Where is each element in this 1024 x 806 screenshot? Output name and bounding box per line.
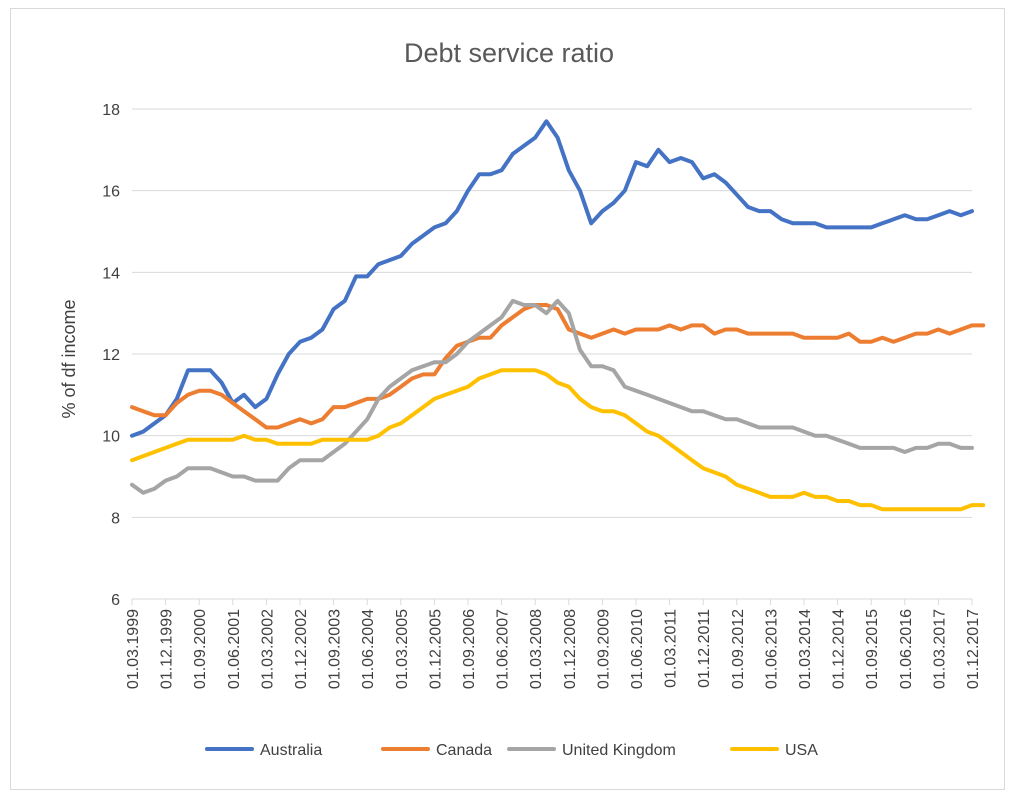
chart-title: Debt service ratio: [404, 38, 614, 68]
y-tick-label: 8: [111, 510, 120, 527]
x-tick-label: 01.06.2010: [629, 609, 646, 689]
series-lines: [130, 119, 986, 512]
y-tick-label: 6: [111, 592, 120, 609]
legend-label: Canada: [436, 742, 492, 759]
x-tick-label: 01.12.2017: [965, 609, 982, 689]
x-tick-label: 01.06.2007: [495, 609, 512, 689]
x-tick-label: 01.12.2011: [696, 609, 713, 688]
x-tick-label: 01.12.2002: [293, 609, 310, 689]
x-tick-label: 01.03.2014: [797, 609, 814, 689]
chart-svg: Debt service ratio 18 16 14 12 10 8 6 01.03.19…: [59, 38, 986, 759]
x-tick-label: 01.03.2002: [259, 609, 276, 689]
series-line-united-kingdom: [130, 298, 974, 495]
x-tick-label: 01.06.2001: [226, 609, 243, 689]
legend-label: Australia: [260, 742, 322, 759]
legend: Australia Canada United Kingdom USA: [205, 742, 818, 759]
gridlines: [132, 108, 972, 518]
x-tick-label: 01.12.1999: [159, 609, 176, 689]
x-tick-label: 01.09.2000: [192, 609, 209, 689]
x-tick-label: 01.03.1999: [125, 609, 142, 689]
x-tick-label: 01.03.2005: [394, 609, 411, 689]
series-line-canada: [130, 303, 986, 430]
y-tick-label: 18: [102, 102, 120, 119]
series-line-usa: [130, 368, 986, 512]
x-tick-label: 01.03.2008: [528, 609, 545, 689]
x-tick-label: 01.12.2008: [562, 609, 579, 689]
chart-frame: Debt service ratio 18 16 14 12 10 8 6 01.03.19…: [10, 8, 1005, 790]
x-tick-label: 01.09.2006: [461, 609, 478, 689]
x-tick-label: 01.12.2014: [831, 609, 848, 689]
x-tick-label: 01.06.2004: [360, 609, 377, 689]
x-tick-label: 01.09.2012: [730, 609, 747, 689]
x-tick-label: 01.09.2003: [327, 609, 344, 689]
series-line-australia: [130, 119, 974, 438]
x-tick-label: 01.06.2016: [898, 609, 915, 689]
y-tick-label: 12: [102, 347, 120, 364]
x-tick-label: 01.06.2013: [763, 609, 780, 689]
x-tick-label: 01.09.2015: [864, 609, 881, 689]
y-tick-label: 14: [102, 265, 120, 282]
y-tick-label: 16: [102, 184, 120, 201]
x-tick-label: 01.12.2005: [427, 609, 444, 689]
x-axis-ticks: 01.03.1999 01.12.1999 01.09.2000 01.06.2001…: [125, 599, 982, 689]
y-axis-title: % of df income: [59, 299, 79, 418]
x-tick-label: 01.03.2017: [931, 609, 948, 689]
y-tick-label: 10: [102, 429, 120, 446]
y-axis-ticks: 18 16 14 12 10 8 6: [102, 102, 120, 609]
x-tick-label: 01.03.2011: [663, 609, 680, 688]
x-tick-label: 01.09.2009: [595, 609, 612, 689]
legend-label: USA: [785, 742, 818, 759]
legend-label: United Kingdom: [562, 742, 676, 759]
